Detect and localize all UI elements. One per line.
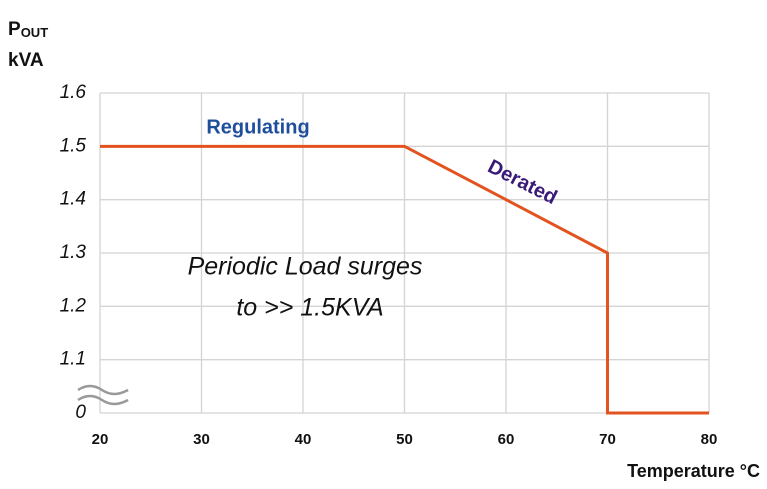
x-axis-label: Temperature °C [627,461,760,481]
annotation: to >> 1.5KVA [236,294,383,322]
axis-break [77,384,129,406]
y-tick-label: 1.3 [60,242,87,263]
annotation: Periodic Load surges [188,253,423,281]
x-tick-label: 30 [193,431,210,448]
y-tick-label: 0 [75,402,86,423]
data-line [100,144,709,415]
x-tick-label: 80 [701,431,718,448]
annotation: Regulating [206,116,309,138]
x-tick-label: 70 [599,431,616,448]
y-label-main: P [8,19,21,40]
y-label-sub: OUT [21,25,49,40]
x-tick-label: 40 [295,431,312,448]
break-mark [77,394,129,406]
break-mark [77,384,129,396]
y-tick-label: 1.6 [60,82,87,103]
y-tick-label: 1.1 [60,349,86,370]
y-axis-unit: kVA [8,50,44,71]
y-tick-label: 1.2 [60,295,87,316]
y-tick-label: 1.5 [60,135,87,156]
x-tick-label: 50 [396,431,413,448]
x-tick-label: 20 [92,431,109,448]
annotation: Derated [484,156,560,209]
y-tick-label: 1.4 [60,189,86,210]
x-tick-label: 60 [498,431,515,448]
y-axis-label: POUT [8,19,48,40]
